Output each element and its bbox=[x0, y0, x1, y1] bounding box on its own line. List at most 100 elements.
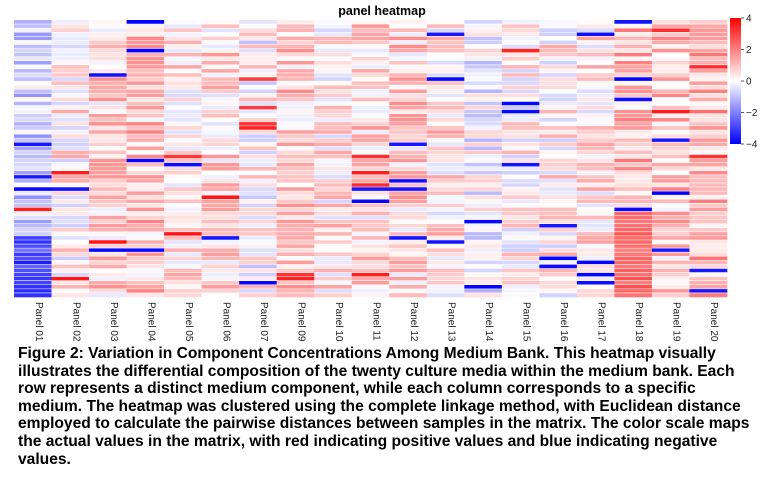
heatmap-cell bbox=[539, 105, 578, 110]
heatmap-cell bbox=[464, 288, 503, 294]
heatmap-cell bbox=[314, 235, 353, 241]
heatmap-cell bbox=[201, 166, 240, 172]
heatmap-cell bbox=[201, 77, 240, 82]
heatmap-cell bbox=[239, 81, 277, 86]
heatmap-cell bbox=[426, 170, 465, 176]
heatmap-cell bbox=[614, 134, 653, 139]
heatmap-cell bbox=[389, 227, 428, 233]
heatmap-cell bbox=[14, 174, 52, 180]
heatmap-cell bbox=[14, 60, 52, 66]
heatmap-cell bbox=[126, 36, 165, 41]
column-label: Panel 11 bbox=[371, 302, 382, 341]
heatmap-cell bbox=[389, 280, 428, 286]
heatmap-cell bbox=[51, 199, 90, 204]
heatmap-cell bbox=[89, 178, 127, 184]
heatmap-cell bbox=[351, 260, 390, 265]
heatmap-cell bbox=[314, 77, 353, 82]
heatmap-cell bbox=[464, 268, 503, 273]
heatmap-cell bbox=[426, 85, 465, 90]
heatmap-cell bbox=[314, 231, 353, 237]
heatmap-cell bbox=[689, 125, 728, 131]
heatmap-cell bbox=[89, 81, 127, 86]
heatmap-cell bbox=[651, 113, 690, 119]
heatmap-cell bbox=[689, 52, 728, 57]
heatmap-cell bbox=[51, 174, 90, 180]
heatmap-cell bbox=[314, 207, 353, 212]
heatmap-cell bbox=[389, 97, 428, 102]
heatmap-cell bbox=[14, 272, 52, 277]
heatmap-cell bbox=[14, 81, 52, 86]
heatmap-cell bbox=[164, 187, 202, 192]
heatmap-cell bbox=[51, 138, 90, 143]
heatmap-cell bbox=[689, 105, 728, 110]
heatmap-cell bbox=[614, 260, 653, 265]
heatmap-cell bbox=[14, 85, 52, 90]
heatmap-cell bbox=[651, 158, 690, 163]
heatmap-cell bbox=[614, 162, 653, 167]
heatmap-cell bbox=[164, 207, 202, 212]
heatmap-cell bbox=[464, 158, 503, 163]
heatmap-cell bbox=[276, 284, 315, 290]
heatmap-cell bbox=[389, 252, 428, 257]
heatmap-cell bbox=[426, 239, 465, 245]
heatmap-cell bbox=[576, 68, 615, 74]
heatmap-cell bbox=[576, 260, 615, 265]
heatmap-cell bbox=[276, 215, 315, 220]
heatmap-cell bbox=[689, 121, 728, 127]
heatmap-cell bbox=[314, 256, 353, 261]
heatmap-cell bbox=[276, 150, 315, 155]
heatmap-cell bbox=[614, 207, 653, 212]
heatmap-cell bbox=[126, 231, 165, 237]
heatmap-cell bbox=[351, 244, 390, 249]
heatmap-cell bbox=[276, 68, 315, 74]
heatmap-cell bbox=[614, 89, 653, 94]
heatmap-cell bbox=[464, 24, 503, 29]
heatmap-cell bbox=[614, 223, 653, 229]
heatmap-cell bbox=[614, 72, 653, 78]
heatmap-cell bbox=[576, 199, 615, 204]
heatmap-cell bbox=[614, 117, 653, 123]
heatmap-cell bbox=[539, 223, 578, 229]
heatmap-cell bbox=[689, 109, 728, 114]
heatmap-cell bbox=[164, 105, 202, 110]
heatmap-cell bbox=[89, 105, 127, 110]
heatmap-cell bbox=[651, 20, 690, 25]
heatmap-cell bbox=[351, 170, 390, 176]
heatmap-cell bbox=[276, 129, 315, 135]
heatmap-cell bbox=[276, 125, 315, 131]
heatmap-cell bbox=[201, 227, 240, 233]
heatmap-cell bbox=[501, 191, 540, 196]
heatmap-cell bbox=[576, 89, 615, 94]
heatmap-cell bbox=[464, 20, 503, 25]
heatmap-cell bbox=[51, 36, 90, 41]
heatmap-cell bbox=[276, 105, 315, 110]
heatmap-cell bbox=[464, 284, 503, 290]
heatmap-cell bbox=[351, 223, 390, 229]
heatmap-cell bbox=[89, 68, 127, 74]
heatmap-cell bbox=[351, 72, 390, 78]
heatmap-cell bbox=[14, 48, 52, 53]
heatmap-cell bbox=[276, 142, 315, 147]
heatmap-cell bbox=[464, 44, 503, 49]
heatmap-cell bbox=[426, 89, 465, 94]
heatmap-cell bbox=[651, 280, 690, 286]
heatmap-cell bbox=[14, 150, 52, 155]
heatmap-cell bbox=[201, 215, 240, 220]
heatmap-cell bbox=[276, 138, 315, 143]
heatmap-cell bbox=[314, 146, 353, 151]
heatmap-cell bbox=[14, 280, 52, 286]
heatmap-cell bbox=[614, 97, 653, 102]
heatmap-cell bbox=[614, 231, 653, 237]
heatmap-cell bbox=[501, 292, 540, 298]
heatmap-cell bbox=[389, 125, 428, 131]
heatmap-cell bbox=[576, 44, 615, 49]
heatmap-cell bbox=[164, 117, 202, 123]
heatmap-cell bbox=[576, 227, 615, 233]
heatmap-cell bbox=[239, 142, 277, 147]
heatmap-cell bbox=[689, 207, 728, 212]
heatmap-cell bbox=[276, 244, 315, 249]
heatmap-cell bbox=[614, 93, 653, 98]
heatmap-cell bbox=[201, 28, 240, 33]
heatmap-cell bbox=[14, 288, 52, 294]
heatmap-cell bbox=[314, 117, 353, 123]
